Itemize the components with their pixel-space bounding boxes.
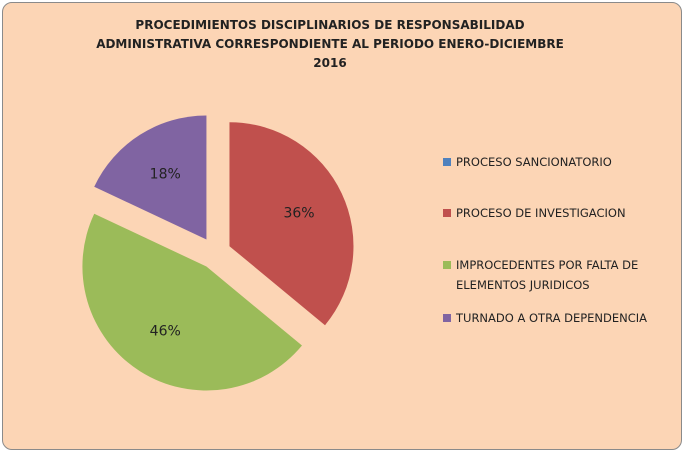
legend-swatch	[443, 158, 451, 166]
legend-entry: PROCESO DE INVESTIGACION	[443, 203, 673, 223]
legend-label: PROCESO DE INVESTIGACION	[456, 206, 626, 220]
data-label: 36%	[283, 205, 314, 221]
pie-slice	[94, 115, 207, 240]
data-label: 46%	[150, 323, 181, 339]
legend-swatch	[443, 209, 451, 217]
legend-entry: PROCESO SANCIONATORIO	[443, 152, 673, 172]
pie-slice	[229, 122, 354, 326]
legend-label: TURNADO A OTRA DEPENDENCIA	[456, 311, 648, 325]
legend-label: IMPROCEDENTES POR FALTA DE ELEMENTOS JUR…	[456, 258, 639, 292]
legend-entry: TURNADO A OTRA DEPENDENCIA	[443, 308, 673, 328]
legend-entry: IMPROCEDENTES POR FALTA DE ELEMENTOS JUR…	[443, 255, 673, 295]
legend-label: PROCESO SANCIONATORIO	[456, 155, 612, 169]
legend-swatch	[443, 261, 451, 269]
pie-slice	[82, 213, 302, 391]
chart-title: PROCEDIMIENTOS DISCIPLINARIOS DE RESPONS…	[96, 18, 564, 70]
legend-swatch	[443, 314, 451, 322]
data-label: 18%	[150, 167, 181, 183]
